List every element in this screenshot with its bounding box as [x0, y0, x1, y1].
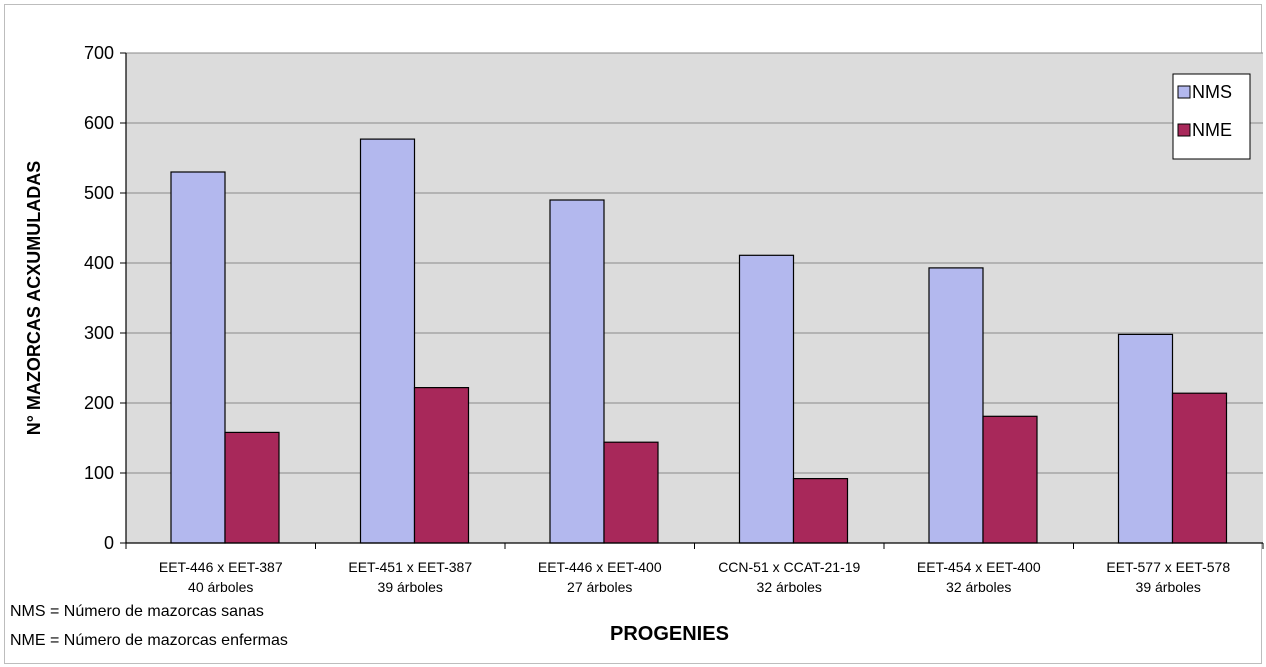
y-ticks: 0 100 200 300 400 500 600 700	[84, 43, 127, 553]
bar-nms	[359, 138, 416, 544]
legend-swatch-nms	[1177, 85, 1191, 99]
plot-area	[126, 53, 1263, 543]
bar-nms	[1117, 333, 1174, 544]
legend-label-nme: NME	[1192, 120, 1232, 140]
y-tick-label: 600	[84, 113, 114, 133]
x-tick-sublabel: 40 árboles	[188, 579, 253, 595]
y-tick-label: 300	[84, 323, 114, 343]
bar-nms	[549, 199, 605, 544]
x-tick-sublabel: 39 árboles	[378, 579, 443, 595]
bar-nms	[928, 267, 984, 544]
legend-swatch-nme	[1177, 123, 1191, 137]
bar-nms	[738, 254, 795, 544]
gridlines	[126, 52, 1263, 474]
footnote-nme: NME = Número de mazorcas enfermas	[10, 632, 288, 649]
legend-label-nms: NMS	[1192, 82, 1232, 102]
y-tick-label: 100	[84, 463, 114, 483]
y-tick-label: 700	[84, 43, 114, 63]
x-tick-label: EET-577 x EET-578	[1106, 559, 1230, 575]
x-tick-sublabel: 27 árboles	[567, 579, 632, 595]
bar-nme	[224, 431, 280, 544]
x-tick-label: CCN-51 x CCAT-21-19	[718, 559, 860, 575]
legend: NMS NME	[1172, 73, 1251, 160]
y-tick-label: 200	[84, 393, 114, 413]
x-tick-label: EET-451 x EET-387	[348, 559, 472, 575]
x-ticks: EET-446 x EET-387 40 árboles EET-451 x EET…	[125, 543, 1264, 595]
y-tick-label: 0	[104, 533, 114, 553]
bar-nme	[792, 478, 849, 544]
x-tick-label: EET-446 x EET-400	[538, 559, 662, 575]
bar-nme	[1171, 392, 1228, 544]
x-tick-label: EET-454 x EET-400	[917, 559, 1041, 575]
footnote-nms: NMS = Número de mazorcas sanas	[10, 603, 264, 620]
x-tick-sublabel: 32 árboles	[757, 579, 822, 595]
y-axis-label: N° MAZORCAS ACXUMULADAS	[24, 161, 44, 436]
x-tick-sublabel: 32 árboles	[946, 579, 1011, 595]
bar-nms	[170, 171, 226, 544]
x-tick-sublabel: 39 árboles	[1136, 579, 1201, 595]
x-tick-label: EET-446 x EET-387	[159, 559, 283, 575]
y-tick-label: 500	[84, 183, 114, 203]
bar-nme	[982, 415, 1038, 544]
bar-nme	[413, 387, 470, 544]
x-axis-label: PROGENIES	[610, 623, 729, 645]
bar-nme	[603, 441, 659, 544]
bars	[170, 138, 1228, 544]
y-tick-label: 400	[84, 253, 114, 273]
